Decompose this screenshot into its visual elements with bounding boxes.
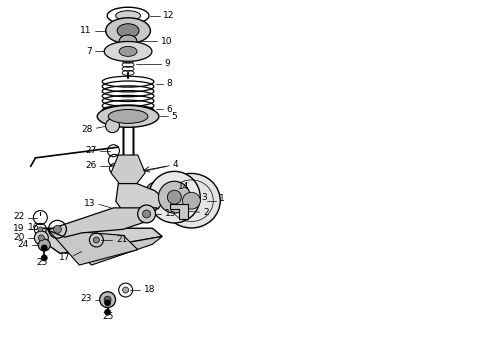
Text: 10: 10 [161,37,172,46]
Circle shape [38,235,44,241]
Circle shape [38,239,50,251]
Ellipse shape [119,35,137,48]
Text: 23: 23 [80,294,92,303]
Text: 11: 11 [80,26,92,35]
Ellipse shape [116,11,141,21]
Text: 3: 3 [201,193,207,202]
Polygon shape [48,208,157,237]
Polygon shape [77,237,162,265]
Circle shape [94,237,99,243]
Text: 18: 18 [144,285,155,294]
Circle shape [105,300,111,306]
Polygon shape [171,204,188,219]
Text: 13: 13 [84,199,96,208]
Circle shape [104,296,111,303]
Text: 8: 8 [167,79,172,88]
Polygon shape [116,184,165,216]
Text: 1: 1 [219,194,225,203]
Circle shape [41,245,47,251]
Ellipse shape [97,105,159,127]
Text: 2: 2 [203,208,209,217]
Text: 16: 16 [28,223,39,232]
Circle shape [122,287,128,293]
Text: 9: 9 [165,59,171,68]
Text: 28: 28 [82,126,93,135]
Ellipse shape [158,181,190,213]
Ellipse shape [119,46,137,57]
Ellipse shape [104,41,152,61]
Circle shape [138,205,155,223]
Text: 14: 14 [178,182,189,191]
Text: 12: 12 [163,11,174,20]
Text: 7: 7 [86,47,92,56]
Ellipse shape [163,174,220,228]
Text: 17: 17 [59,253,70,262]
Text: 27: 27 [85,146,97,155]
Ellipse shape [106,18,150,44]
Circle shape [41,255,47,261]
Circle shape [105,119,120,132]
Text: 6: 6 [167,105,172,114]
Text: 25: 25 [102,312,113,321]
Ellipse shape [182,192,200,209]
Text: 24: 24 [17,240,28,249]
Text: 5: 5 [172,112,177,121]
Text: 26: 26 [85,161,97,170]
Ellipse shape [147,182,168,200]
Circle shape [53,225,61,233]
Text: 21: 21 [116,235,127,244]
Text: 4: 4 [173,160,178,169]
Ellipse shape [108,109,148,123]
Ellipse shape [117,24,139,38]
Circle shape [99,292,116,307]
Text: 19: 19 [13,224,25,233]
Text: 15: 15 [165,209,176,218]
Text: 25: 25 [36,258,48,267]
Circle shape [34,231,49,245]
Polygon shape [111,155,145,184]
Ellipse shape [168,190,181,204]
Circle shape [105,309,111,315]
Circle shape [38,227,43,232]
Polygon shape [39,228,162,253]
Text: 22: 22 [14,212,25,221]
Ellipse shape [148,171,200,223]
Text: 20: 20 [13,233,25,242]
Circle shape [143,210,150,218]
Polygon shape [48,229,138,265]
